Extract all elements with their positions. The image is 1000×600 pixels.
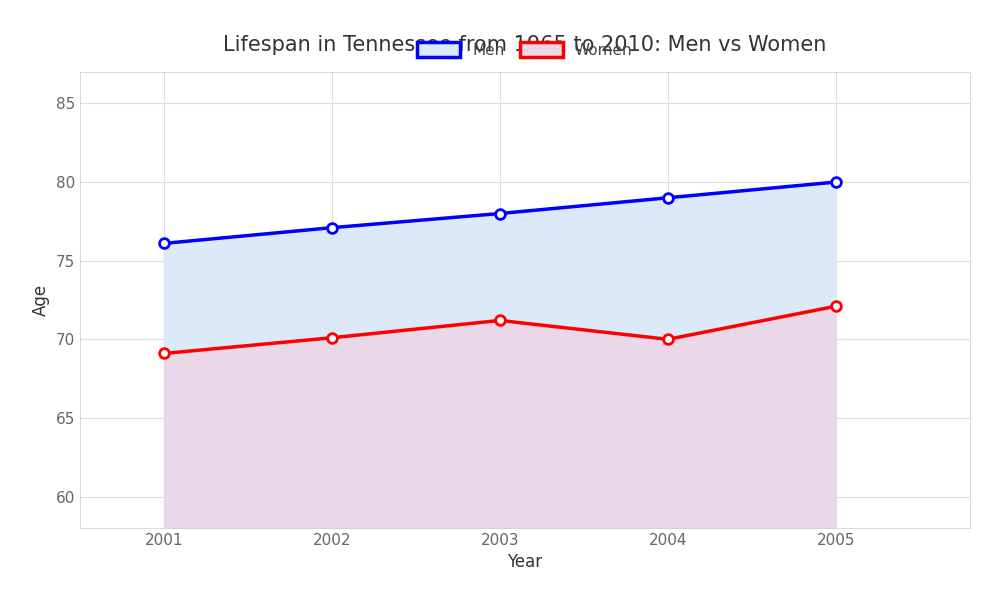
- Y-axis label: Age: Age: [32, 284, 50, 316]
- X-axis label: Year: Year: [507, 553, 543, 571]
- Title: Lifespan in Tennessee from 1965 to 2010: Men vs Women: Lifespan in Tennessee from 1965 to 2010:…: [223, 35, 827, 55]
- Legend: Men, Women: Men, Women: [410, 34, 640, 65]
